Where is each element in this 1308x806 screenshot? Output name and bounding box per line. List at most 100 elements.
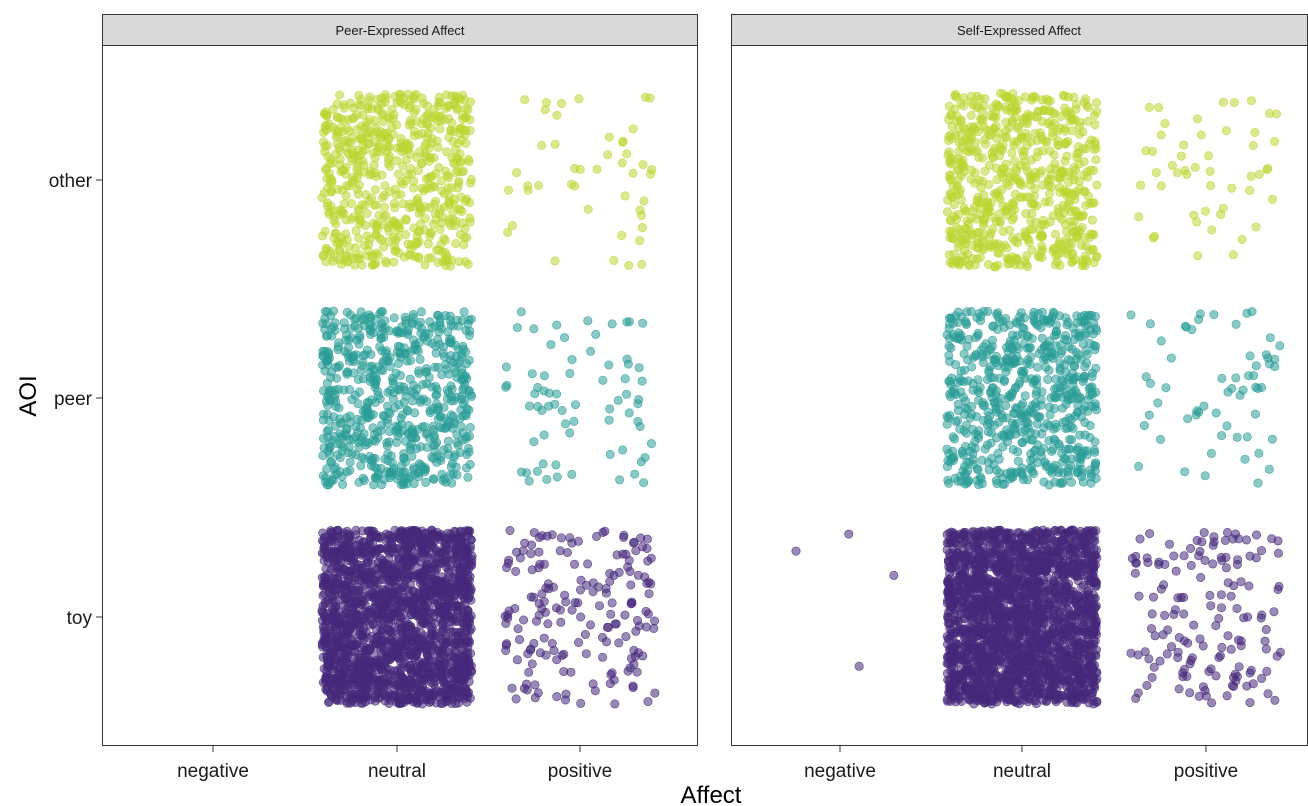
data-point-toy-positive bbox=[615, 639, 623, 647]
data-point-toy-neutral bbox=[422, 663, 430, 671]
data-point-peer-positive bbox=[586, 347, 594, 355]
data-point-toy-neutral bbox=[439, 620, 447, 628]
data-point-peer-neutral bbox=[442, 478, 450, 486]
data-point-peer-neutral bbox=[346, 311, 354, 319]
data-point-peer-neutral bbox=[359, 474, 367, 482]
x-tick-label-neutral: neutral bbox=[368, 761, 426, 782]
data-point-other-positive bbox=[625, 261, 633, 269]
data-point-toy-positive bbox=[574, 638, 582, 646]
data-point-toy-neutral bbox=[318, 639, 326, 647]
data-point-other-neutral bbox=[447, 126, 455, 134]
data-point-other-neutral bbox=[386, 162, 394, 170]
data-point-peer-neutral bbox=[369, 371, 377, 379]
data-point-peer-neutral bbox=[431, 363, 439, 371]
data-point-peer-neutral bbox=[453, 431, 461, 439]
data-point-peer-neutral bbox=[343, 349, 351, 357]
data-point-peer-neutral bbox=[346, 466, 354, 474]
data-point-peer-neutral bbox=[435, 423, 443, 431]
data-point-other-neutral bbox=[353, 125, 361, 133]
data-point-toy-neutral bbox=[320, 626, 328, 634]
data-point-other-positive bbox=[638, 223, 646, 231]
data-point-other-neutral bbox=[368, 170, 376, 178]
data-point-peer-positive bbox=[502, 383, 510, 391]
data-point-peer-neutral bbox=[448, 385, 456, 393]
data-point-toy-positive bbox=[619, 533, 627, 541]
data-point-toy-neutral bbox=[348, 690, 356, 698]
data-point-other-neutral bbox=[460, 96, 468, 104]
data-point-toy-negative bbox=[792, 547, 800, 555]
data-point-toy-neutral bbox=[319, 678, 327, 686]
data-point-peer-neutral bbox=[441, 311, 449, 319]
data-point-toy-neutral bbox=[444, 568, 452, 576]
data-point-toy-neutral bbox=[454, 673, 462, 681]
data-point-other-neutral bbox=[418, 94, 426, 102]
data-point-toy-neutral bbox=[397, 666, 405, 674]
data-point-toy-neutral bbox=[366, 667, 374, 675]
data-point-peer-neutral bbox=[416, 355, 424, 363]
data-point-peer-neutral bbox=[390, 388, 398, 396]
data-point-other-neutral bbox=[431, 197, 439, 205]
data-point-peer-neutral bbox=[422, 478, 430, 486]
data-point-toy-positive bbox=[502, 563, 510, 571]
data-point-other-neutral bbox=[448, 92, 456, 100]
data-point-peer-neutral bbox=[461, 373, 469, 381]
data-point-other-positive bbox=[524, 186, 532, 194]
data-point-other-neutral bbox=[364, 139, 372, 147]
data-point-peer-positive bbox=[566, 429, 574, 437]
data-point-peer-neutral bbox=[431, 441, 439, 449]
data-point-other-positive bbox=[567, 180, 575, 188]
data-point-toy-positive bbox=[645, 590, 653, 598]
data-point-other-neutral bbox=[392, 246, 400, 254]
data-point-toy-positive bbox=[520, 684, 528, 692]
data-point-peer-neutral bbox=[369, 328, 377, 336]
data-point-other-neutral bbox=[459, 219, 467, 227]
data-point-peer-positive bbox=[539, 460, 547, 468]
panel-right: Self-Expressed Affect negative neutral p… bbox=[732, 15, 1308, 783]
data-point-toy-neutral bbox=[374, 570, 382, 578]
data-point-peer-positive bbox=[621, 375, 629, 383]
data-point-peer-neutral bbox=[326, 444, 334, 452]
data-point-other-neutral bbox=[445, 218, 453, 226]
data-point-peer-neutral bbox=[392, 438, 400, 446]
data-point-toy-neutral bbox=[410, 526, 418, 534]
data-point-toy-positive bbox=[552, 604, 560, 612]
data-point-peer-neutral bbox=[338, 480, 346, 488]
data-point-other-neutral bbox=[444, 114, 452, 122]
data-point-peer-positive bbox=[552, 461, 560, 469]
data-point-toy-positive bbox=[602, 638, 610, 646]
data-point-toy-positive bbox=[643, 544, 651, 552]
data-point-peer-neutral bbox=[334, 345, 342, 353]
data-point-other-neutral bbox=[461, 126, 469, 134]
data-point-other-neutral bbox=[437, 240, 445, 248]
data-point-toy-neutral bbox=[339, 580, 347, 588]
data-point-toy-neutral bbox=[371, 610, 379, 618]
data-point-toy-positive bbox=[622, 632, 630, 640]
data-point-other-neutral bbox=[423, 133, 431, 141]
data-point-toy-positive bbox=[640, 573, 648, 581]
data-point-other-neutral bbox=[333, 185, 341, 193]
data-point-peer-positive bbox=[636, 422, 644, 430]
data-point-toy-positive bbox=[586, 621, 594, 629]
data-point-peer-neutral bbox=[373, 428, 381, 436]
data-point-toy-positive bbox=[511, 604, 519, 612]
data-point-other-neutral bbox=[405, 104, 413, 112]
data-point-toy-neutral bbox=[377, 665, 385, 673]
data-point-other-neutral bbox=[450, 195, 458, 203]
data-point-other-positive bbox=[508, 221, 516, 229]
data-point-peer-neutral bbox=[447, 336, 455, 344]
data-point-other-neutral bbox=[409, 177, 417, 185]
data-point-peer-neutral bbox=[422, 368, 430, 376]
data-point-toy-neutral bbox=[467, 561, 475, 569]
data-point-other-positive bbox=[637, 211, 645, 219]
data-point-peer-neutral bbox=[416, 318, 424, 326]
data-point-peer-positive bbox=[558, 406, 566, 414]
data-point-toy-neutral bbox=[421, 535, 429, 543]
data-point-peer-neutral bbox=[371, 454, 379, 462]
data-point-other-neutral bbox=[454, 167, 462, 175]
panel-left-x-axis: negative neutral positive bbox=[177, 746, 612, 782]
data-point-toy-neutral bbox=[339, 596, 347, 604]
data-point-toy-neutral bbox=[428, 527, 436, 535]
data-point-toy-negative bbox=[855, 662, 863, 670]
data-point-toy-positive bbox=[624, 563, 632, 571]
data-point-peer-positive bbox=[639, 479, 647, 487]
